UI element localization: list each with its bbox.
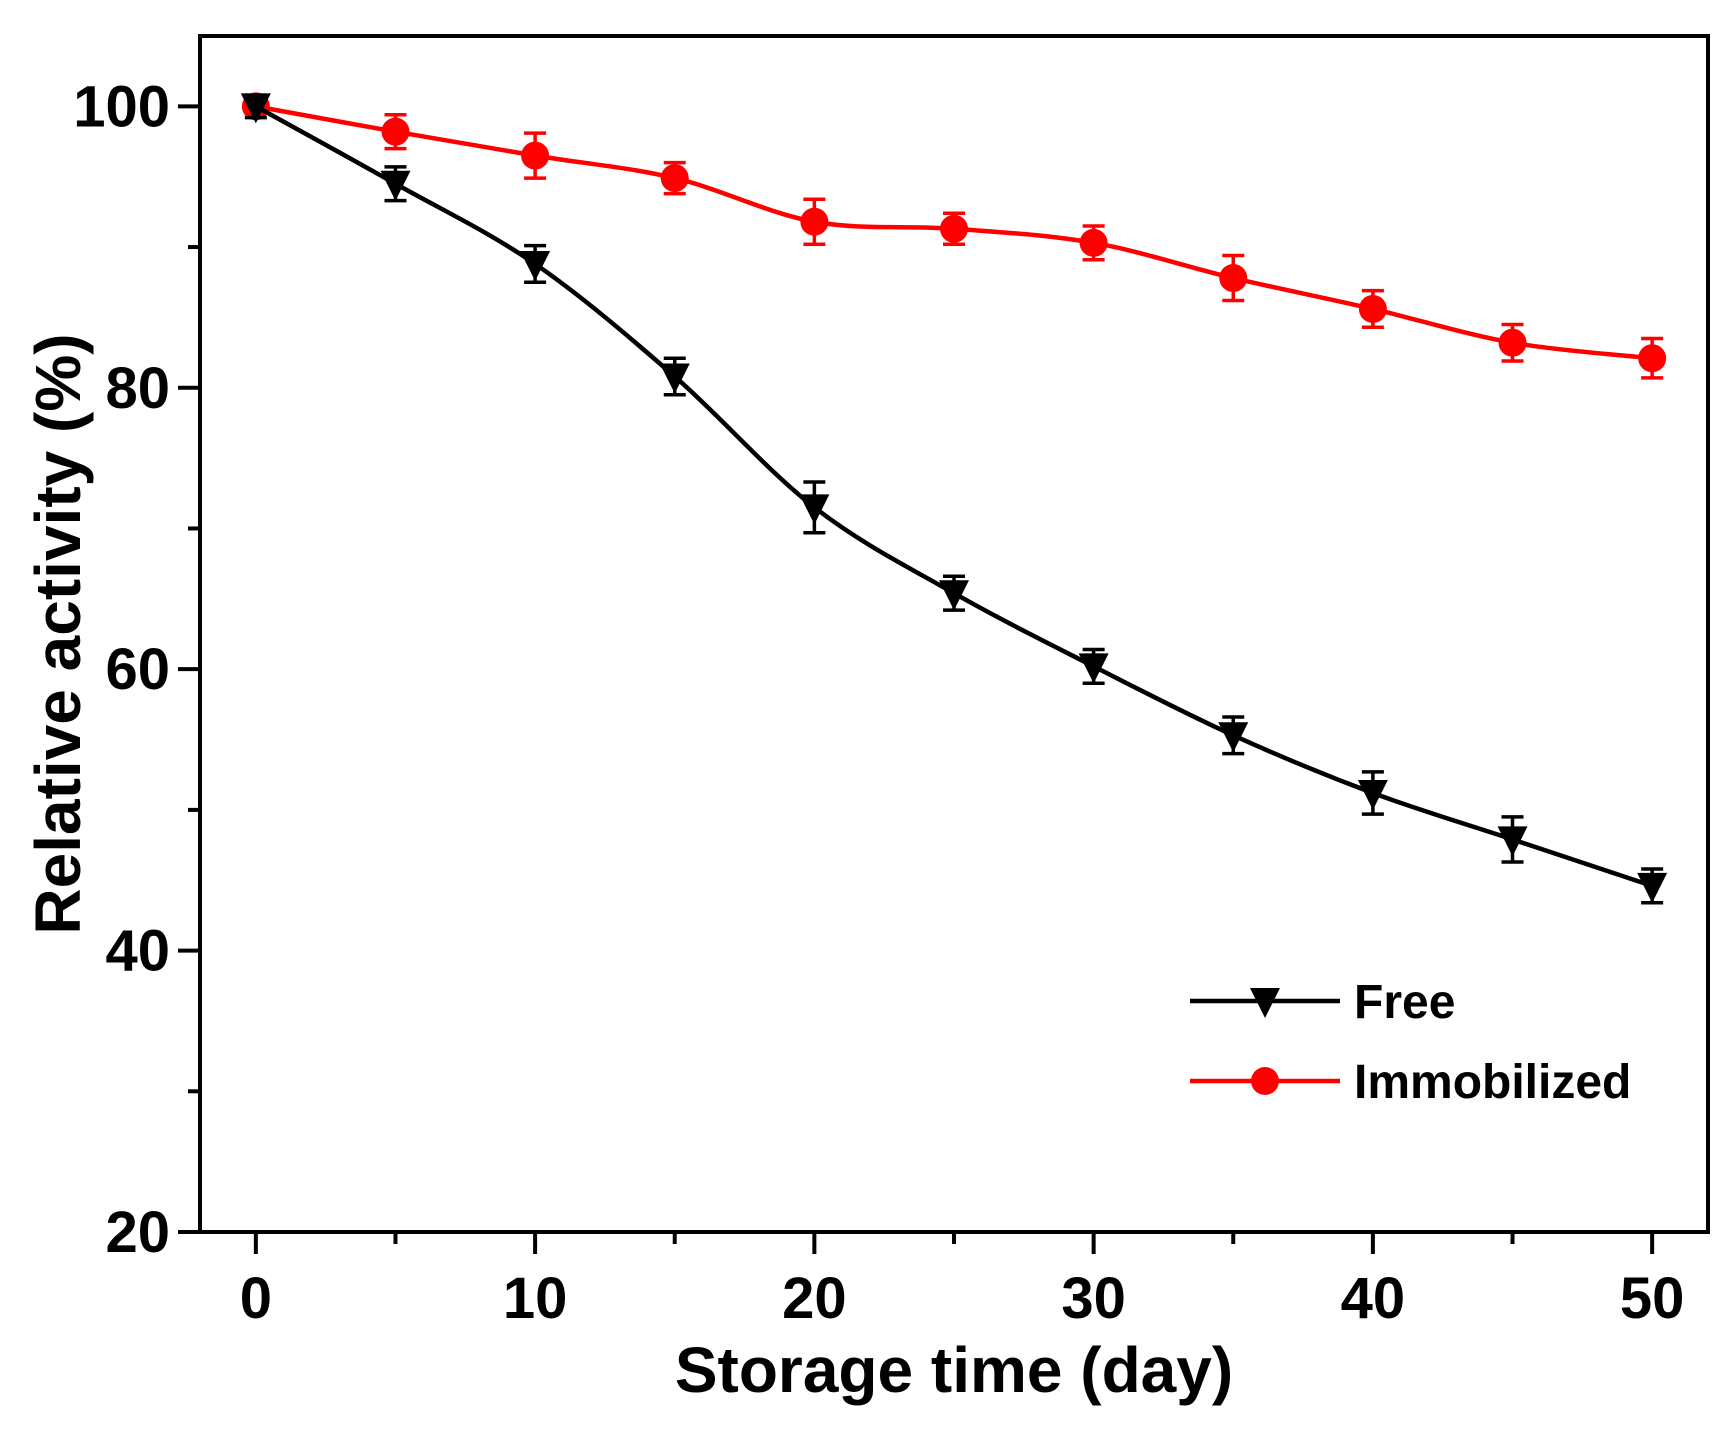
legend-marker xyxy=(1251,1067,1279,1095)
data-point xyxy=(1079,228,1108,257)
data-point xyxy=(1637,872,1668,903)
x-tick-label: 20 xyxy=(782,1266,847,1331)
y-tick-label: 40 xyxy=(105,919,170,984)
data-point xyxy=(1078,653,1109,684)
data-point xyxy=(1357,779,1388,810)
data-point xyxy=(939,580,969,611)
x-axis-title: Storage time (day) xyxy=(675,1334,1233,1406)
data-point xyxy=(1218,722,1249,753)
series-free xyxy=(240,93,1668,905)
y-tick-label: 100 xyxy=(73,74,170,139)
series-layer xyxy=(240,92,1668,905)
data-point xyxy=(1498,328,1527,357)
series-immobilized xyxy=(241,92,1667,380)
legend-label: Free xyxy=(1354,976,1455,1029)
data-point xyxy=(521,141,550,170)
x-tick-label: 10 xyxy=(503,1266,568,1331)
legend-label: Immobilized xyxy=(1354,1056,1631,1109)
y-tick-label: 60 xyxy=(105,637,170,702)
x-tick-label: 40 xyxy=(1341,1266,1406,1331)
legend-marker xyxy=(1250,988,1280,1018)
data-point xyxy=(659,363,690,394)
y-tick-label: 80 xyxy=(105,356,170,421)
data-point xyxy=(660,164,689,193)
y-tick-label: 20 xyxy=(105,1200,170,1265)
x-tick-label: 30 xyxy=(1061,1266,1126,1331)
data-point xyxy=(380,170,411,201)
data-point xyxy=(1219,264,1248,293)
legend: Free Immobilized xyxy=(1190,976,1631,1109)
data-point xyxy=(799,494,830,525)
data-point xyxy=(381,117,410,146)
legend-item-immobilized: Immobilized xyxy=(1190,1056,1631,1109)
x-tick-label: 0 xyxy=(240,1266,272,1331)
data-point xyxy=(1497,826,1528,857)
data-point xyxy=(520,250,551,281)
data-point xyxy=(1638,344,1667,373)
data-point xyxy=(240,93,271,124)
axes: 0 10 20 30 40 50 20 40 60 80 100 xyxy=(73,34,1710,1331)
data-point xyxy=(1358,294,1387,323)
data-point xyxy=(800,207,829,236)
y-axis-title: Relative activity (%) xyxy=(22,333,94,934)
legend-item-free: Free xyxy=(1190,976,1455,1029)
x-tick-label: 50 xyxy=(1620,1266,1685,1331)
data-point xyxy=(940,214,968,243)
